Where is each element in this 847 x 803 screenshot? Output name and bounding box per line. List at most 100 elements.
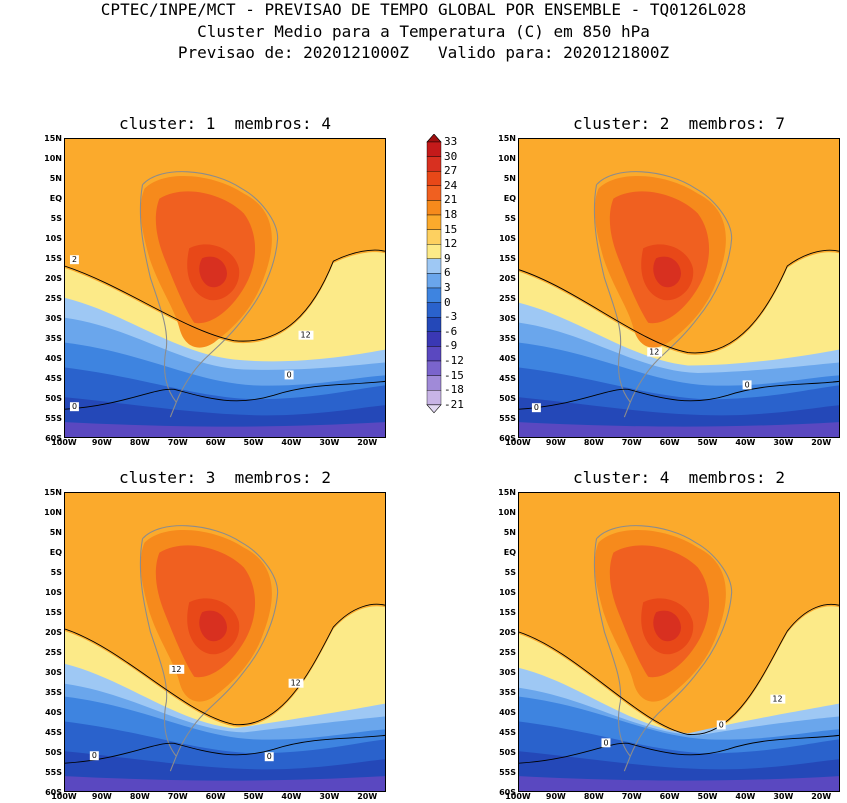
continent-coastline: [139, 525, 279, 772]
panel-title: cluster: 3 membros: 2: [119, 468, 331, 487]
contour-12: [65, 603, 385, 725]
colorbar-swatch: [426, 229, 442, 245]
temperature-field: 12 12 0 0: [65, 493, 385, 791]
lat-tick-label: 35S: [45, 334, 62, 343]
colorbar-label: 24: [444, 178, 458, 192]
lat-tick-label: 50S: [499, 394, 516, 403]
lat-tick-label: 15N: [44, 488, 62, 497]
lat-tick-label: 25S: [499, 294, 516, 303]
lat-tick-label: 10S: [499, 234, 516, 243]
lat-tick-label: 15S: [45, 254, 62, 263]
temp-band-minus9: [65, 422, 385, 437]
lat-tick-label: 5N: [49, 174, 62, 183]
contour-label-text: 0: [287, 370, 292, 379]
colorbar-min-arrow: [426, 404, 442, 414]
lon-tick-label: 30W: [319, 792, 340, 801]
lon-tick-label: 30W: [773, 438, 794, 447]
lon-tick-label: 70W: [621, 438, 642, 447]
lat-tick-label: 15S: [499, 608, 516, 617]
lat-tick-label: 60S: [499, 788, 516, 797]
contour-label-text: 0: [719, 720, 724, 729]
colorbar-label: 9: [444, 251, 451, 265]
lat-tick-label: 5S: [504, 214, 516, 223]
colorbar-label: 21: [444, 193, 458, 207]
lat-tick-label: 40S: [45, 708, 62, 717]
colorbar-max-arrow: [426, 133, 442, 143]
colorbar-label: -18: [444, 383, 464, 397]
lon-tick-label: 40W: [735, 438, 756, 447]
lat-tick-label: 35S: [499, 688, 516, 697]
lon-tick-label: 20W: [357, 792, 378, 801]
contour-label-text: 0: [267, 752, 272, 761]
lat-tick-label: 25S: [45, 648, 62, 657]
colorbar-swatch: [426, 287, 442, 303]
colorbar-swatch: [426, 214, 442, 230]
lat-tick-label: 35S: [499, 334, 516, 343]
lon-tick-label: 20W: [811, 438, 832, 447]
map-area: 2 12 0 0: [64, 138, 386, 438]
colorbar-label: -21: [444, 397, 464, 411]
contour-label: 0: [264, 752, 274, 761]
lon-tick-label: 40W: [281, 438, 302, 447]
colorbar-label: 33: [444, 135, 458, 148]
temperature-field: 2 12 0 0: [65, 139, 385, 437]
lat-tick-label: 15N: [498, 134, 516, 143]
lat-tick-label: EQ: [503, 548, 516, 557]
contour-label-text: 12: [291, 679, 301, 688]
lat-tick-label: 5N: [503, 174, 516, 183]
lat-tick-label: 30S: [45, 668, 62, 677]
contour-label-text: 12: [301, 331, 311, 340]
colorbar-label: 27: [444, 164, 458, 178]
contour-label-text: 12: [772, 695, 782, 704]
lon-tick-label: 100W: [51, 438, 77, 447]
contour-label: 0: [284, 370, 294, 379]
contour-label-text: 2: [72, 255, 77, 264]
contour-label-text: 0: [92, 751, 97, 760]
lon-tick-label: 40W: [281, 792, 302, 801]
lon-tick-label: 50W: [243, 438, 264, 447]
colorbar-swatch: [426, 200, 442, 216]
lat-tick-label: 50S: [499, 748, 516, 757]
lat-tick-label: 55S: [45, 768, 62, 777]
lat-tick-label: 10N: [498, 508, 516, 517]
lat-tick-label: 60S: [499, 434, 516, 443]
contour-label: 0: [742, 380, 752, 389]
lat-tick-label: 5N: [49, 528, 62, 537]
lon-tick-label: 50W: [697, 792, 718, 801]
lat-tick-label: 20S: [45, 628, 62, 637]
lon-tick-label: 80W: [583, 438, 604, 447]
lon-tick-label: 40W: [735, 792, 756, 801]
lon-tick-label: 60W: [205, 438, 226, 447]
colorbar-label: 3: [444, 281, 451, 294]
lon-tick-label: 60W: [205, 792, 226, 801]
lon-tick-label: 90W: [91, 792, 112, 801]
colorbar-swatch: [426, 185, 442, 201]
header-line-1: CPTEC/INPE/MCT - PREVISAO DE TEMPO GLOBA…: [100, 0, 747, 19]
lat-tick-label: 45S: [45, 374, 62, 383]
contour-label: 12: [647, 348, 663, 357]
temp-band-27: [199, 256, 227, 288]
lat-tick-label: 25S: [499, 648, 516, 657]
colorbar-label: 18: [444, 208, 458, 221]
lon-tick-label: 20W: [357, 438, 378, 447]
temp-band-minus9: [65, 776, 385, 791]
lat-tick-label: 30S: [45, 314, 62, 323]
panel-title: cluster: 4 membros: 2: [573, 468, 785, 487]
lon-tick-label: 90W: [545, 792, 566, 801]
lon-tick-label: 70W: [167, 438, 188, 447]
contour-label: 12: [298, 331, 314, 340]
lon-tick-label: 30W: [319, 438, 340, 447]
colorbar-label: 15: [444, 222, 458, 236]
panel-title: cluster: 2 membros: 7: [573, 114, 785, 133]
contour-label-text: 12: [649, 348, 659, 357]
lat-tick-label: 15S: [499, 254, 516, 263]
lon-tick-label: 70W: [167, 792, 188, 801]
lat-tick-label: 30S: [499, 314, 516, 323]
contour-label: 0: [89, 751, 99, 760]
lat-tick-label: 15N: [44, 134, 62, 143]
lat-tick-label: EQ: [49, 194, 62, 203]
contour-label: 12: [288, 679, 304, 688]
lon-tick-label: 60W: [659, 438, 680, 447]
colorbar-label: 30: [444, 149, 458, 163]
colorbar-swatch: [426, 171, 442, 187]
